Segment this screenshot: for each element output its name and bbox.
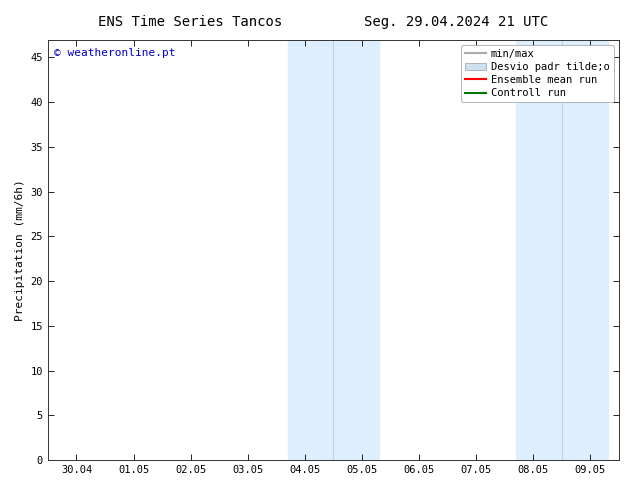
Text: ENS Time Series Tancos: ENS Time Series Tancos xyxy=(98,15,282,29)
Text: © weatheronline.pt: © weatheronline.pt xyxy=(54,48,175,58)
Y-axis label: Precipitation (mm/6h): Precipitation (mm/6h) xyxy=(15,179,25,320)
Bar xyxy=(562,40,607,460)
Text: Seg. 29.04.2024 21 UTC: Seg. 29.04.2024 21 UTC xyxy=(365,15,548,29)
Bar xyxy=(516,40,562,460)
Bar xyxy=(288,40,333,460)
Bar xyxy=(333,40,379,460)
Legend: min/max, Desvio padr tilde;o, Ensemble mean run, Controll run: min/max, Desvio padr tilde;o, Ensemble m… xyxy=(461,45,614,102)
